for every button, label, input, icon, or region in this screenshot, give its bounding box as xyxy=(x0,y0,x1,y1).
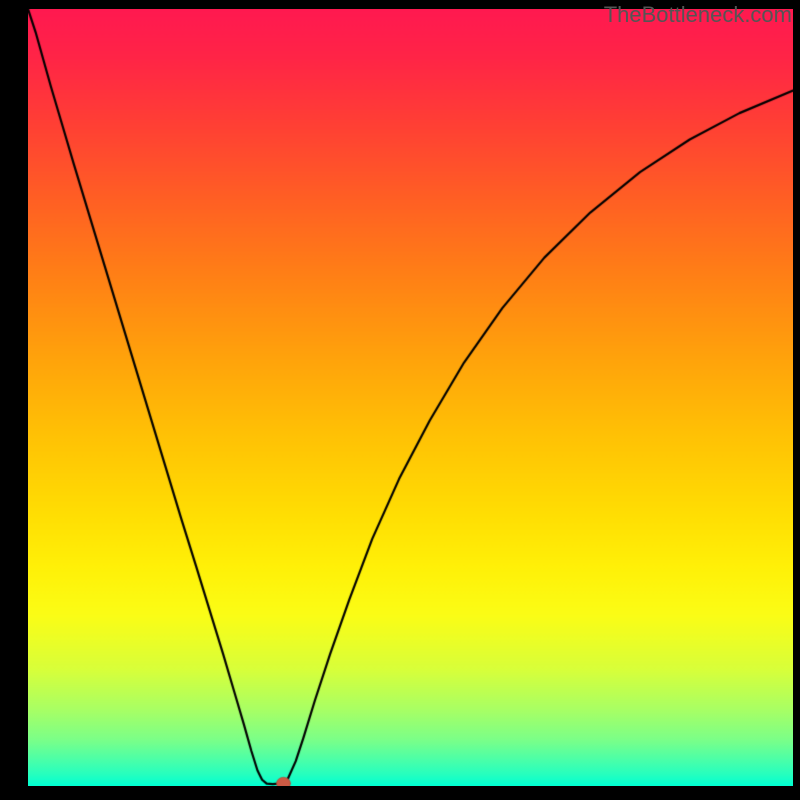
watermark-label: TheBottleneck.com xyxy=(604,2,792,28)
bottleneck-chart-canvas xyxy=(28,9,793,786)
chart-frame: TheBottleneck.com xyxy=(0,0,800,800)
